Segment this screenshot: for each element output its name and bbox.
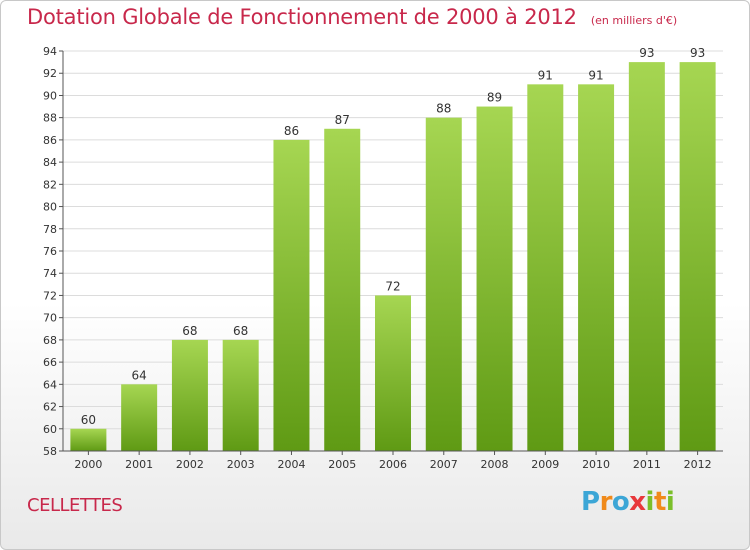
data-label: 88 [436,102,451,116]
y-tick-label: 70 [43,312,57,325]
y-tick-label: 66 [43,356,57,369]
chart-title: Dotation Globale de Fonctionnement de 20… [27,5,577,29]
bar [222,339,259,451]
bar [527,84,564,451]
x-tick-label: 2010 [582,458,610,471]
bar [375,295,411,451]
bar [121,384,158,451]
data-label: 86 [284,124,299,138]
x-tick-label: 2008 [481,458,509,471]
y-tick-label: 64 [43,378,57,391]
x-tick-label: 2009 [531,458,559,471]
chart-title-block: Dotation Globale de Fonctionnement de 20… [27,5,677,29]
data-label: 68 [233,324,248,338]
bar [70,428,107,451]
data-label: 68 [182,324,197,338]
logo-letter: P [581,487,600,517]
y-tick-label: 72 [43,289,57,302]
bars [70,62,716,452]
data-label: 72 [385,279,400,293]
proxiti-logo: Proxiti [581,487,675,517]
x-tick-label: 2011 [633,458,661,471]
bar [578,84,615,451]
logo-letter: i [645,487,655,517]
y-tick-label: 84 [43,156,57,169]
x-tick-label: 2000 [74,458,102,471]
x-tick-label: 2003 [227,458,255,471]
bar [273,139,310,451]
data-label: 89 [487,91,502,105]
bar [679,62,716,451]
bar [425,117,462,452]
logo-letter: o [611,487,630,517]
x-tick-label: 2001 [125,458,153,471]
axes: 58 60 62 64 66 68 70 72 74 76 78 80 82 84 86 88 90 92 94 20… [43,45,723,471]
bar [476,106,513,452]
data-label: 93 [639,46,654,60]
data-labels: 60 64 68 68 86 87 72 88 89 91 91 93 93 [81,46,706,427]
y-tick-label: 62 [43,401,57,414]
y-tick-label: 68 [43,334,57,347]
y-tick-label: 92 [43,67,57,80]
y-tick-label: 88 [43,112,57,125]
y-tick-label: 76 [43,245,57,258]
x-tick-label: 2004 [277,458,305,471]
data-label: 91 [538,68,553,82]
y-tick-label: 78 [43,223,57,236]
bar [324,128,361,451]
data-label: 87 [335,113,350,127]
logo-letter: t [653,487,666,517]
logo-letter: i [665,487,675,517]
y-tick-label: 86 [43,134,57,147]
y-tick-label: 80 [43,201,57,214]
data-label: 64 [132,368,147,382]
data-label: 60 [81,413,96,427]
commune-name: CELLETTES [27,495,123,516]
y-tick-label: 94 [43,45,57,58]
y-tick-label: 82 [43,178,57,191]
data-label: 93 [690,46,705,60]
x-tick-label: 2005 [328,458,356,471]
chart-unit: (en milliers d'€) [590,14,678,27]
logo-letter: x [629,487,646,517]
x-tick-label: 2006 [379,458,407,471]
y-tick-label: 74 [43,267,57,280]
bar [628,62,665,451]
y-tick-label: 58 [43,445,57,458]
data-label: 91 [588,68,603,82]
y-tick-label: 60 [43,423,57,436]
bar [171,339,208,451]
x-tick-label: 2012 [684,458,712,471]
x-tick-label: 2002 [176,458,204,471]
y-tick-label: 90 [43,89,57,102]
x-tick-label: 2007 [430,458,458,471]
logo-letter: r [599,487,613,517]
